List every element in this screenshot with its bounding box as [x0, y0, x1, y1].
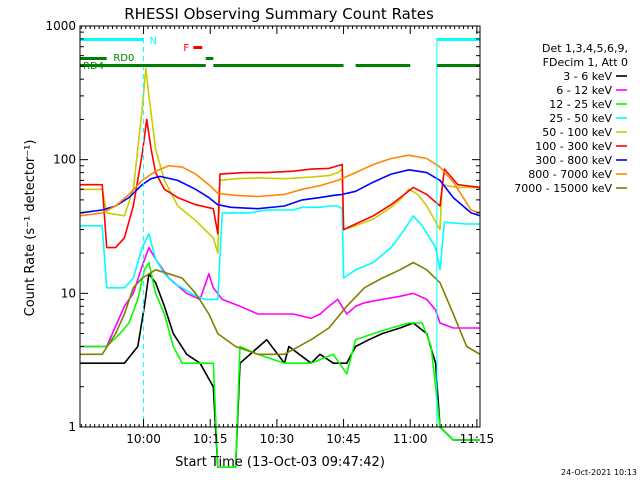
plot-marks: N F RD0 RD4 — [79, 36, 481, 469]
x-axis-label: Start Time (13-Oct-03 09:47:42) — [175, 455, 385, 470]
legend-item-label: 6 - 12 keV — [556, 84, 612, 97]
decimation-main-segment-1 — [80, 64, 206, 67]
decimation-main-segment-3 — [355, 64, 411, 67]
x-tick-label: 11:00 — [393, 432, 428, 446]
decimation-label-rd4: RD4 — [83, 61, 104, 72]
decimation-upper-segment-1 — [80, 57, 107, 60]
series-line-5 — [80, 67, 480, 254]
legend-item-label: 300 - 800 keV — [535, 154, 612, 167]
legend-item-label: 25 - 50 keV — [549, 112, 612, 125]
legend-header-line: FDecim 1, Att 0 — [543, 56, 628, 69]
y-tick-label: 1000 — [45, 19, 76, 33]
decimation-main-segment-4 — [436, 64, 480, 67]
attenuator-bar-segment-2 — [436, 38, 480, 41]
decimation-upper-segment-2 — [205, 57, 214, 60]
flare-flag-segment-1 — [193, 46, 203, 49]
series-line-4 — [80, 205, 480, 301]
series-line-6 — [80, 118, 481, 249]
flare-flag-label: F — [183, 43, 189, 54]
legend-header-line: Det 1,3,4,5,6,9, — [542, 42, 628, 55]
timestamp: 24-Oct-2021 10:13 — [561, 468, 637, 477]
x-tick-label: 10:30 — [260, 432, 295, 446]
legend-item-label: 3 - 6 keV — [563, 70, 612, 83]
y-tick-label: 10 — [61, 286, 76, 300]
plot-axes: 1 10 100 1000 10:00 10:15 10:30 10:45 11:00 11:15 — [45, 19, 494, 446]
legend-item-label: 800 - 7000 keV — [528, 168, 612, 181]
legend-item-label: 100 - 300 keV — [535, 140, 612, 153]
y-tick-label: 100 — [53, 153, 76, 167]
series-line-8 — [79, 154, 481, 217]
legend-item-label: 7000 - 15000 keV — [514, 182, 612, 195]
x-tick-label: 10:15 — [193, 432, 228, 446]
attenuator-bar-segment-1 — [80, 38, 144, 41]
legend-item-label: 50 - 100 keV — [542, 126, 612, 139]
decimation-label-rd0: RD0 — [113, 53, 134, 64]
legend-item-label: 12 - 25 keV — [549, 98, 612, 111]
chart-title: RHESSI Observing Summary Count Rates — [124, 5, 434, 23]
y-axis-label: Count Rate (s⁻¹ detector⁻¹) — [23, 140, 38, 317]
x-tick-label: 10:45 — [326, 432, 361, 446]
plot-frame — [79, 25, 481, 428]
series-line-7 — [79, 169, 481, 217]
series-line-9 — [80, 261, 481, 356]
legend: Det 1,3,4,5,6,9,FDecim 1, Att 03 - 6 keV… — [514, 42, 628, 195]
series-line-2 — [80, 246, 480, 348]
x-tick-label: 10:00 — [126, 432, 161, 446]
y-tick-label: 1 — [68, 420, 76, 434]
attenuator-label: N — [150, 36, 157, 47]
decimation-main-segment-2 — [213, 64, 344, 67]
x-tick-label: 11:15 — [460, 432, 495, 446]
